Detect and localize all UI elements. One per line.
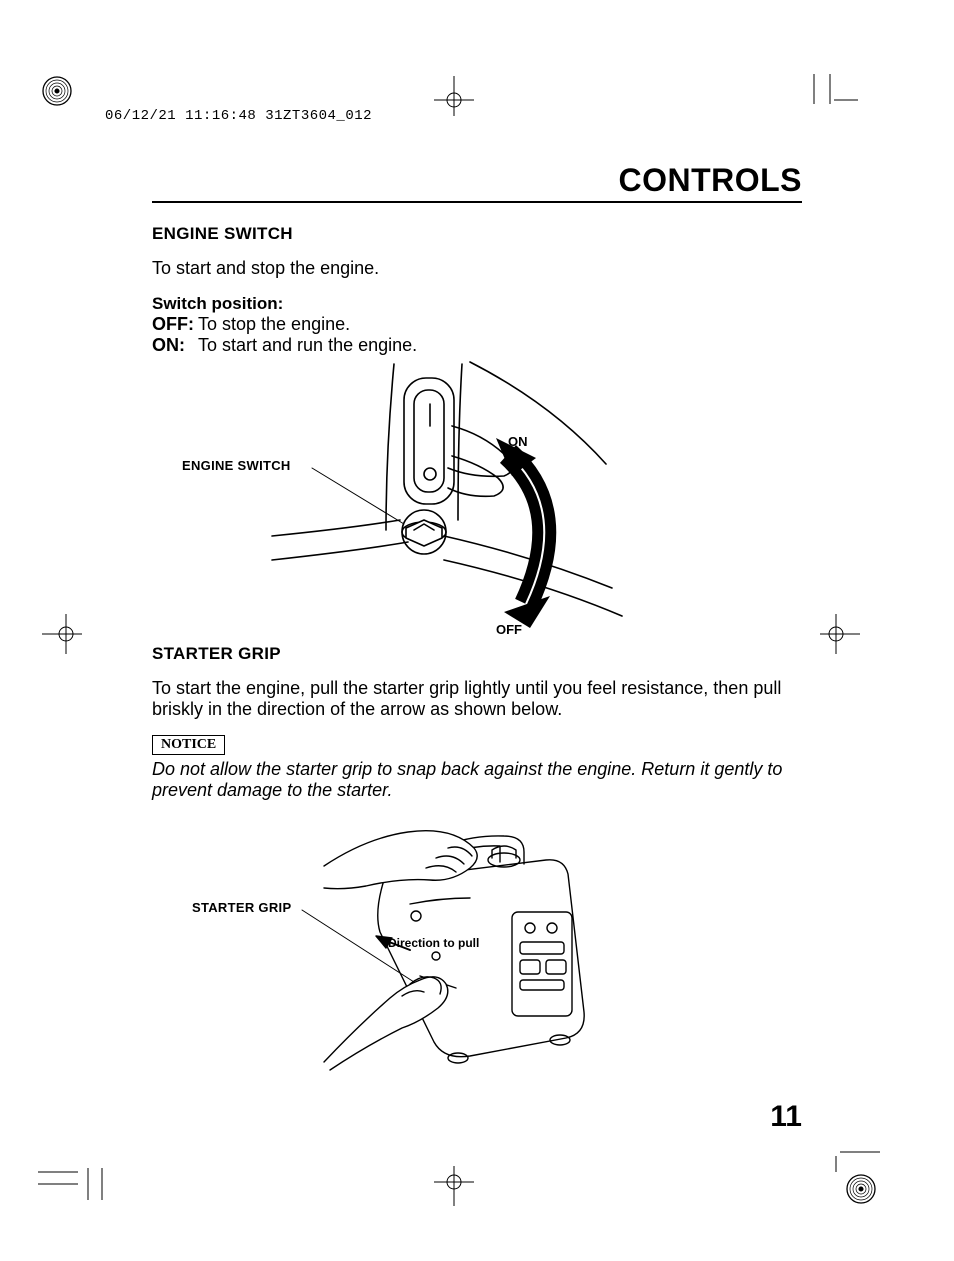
callout-starter-grip: STARTER GRIP	[192, 900, 291, 915]
section2-intro: To start the engine, pull the starter gr…	[152, 678, 802, 721]
def-row: OFF: To stop the engine.	[152, 314, 802, 335]
timestamp: 06/12/21 11:16:48 31ZT3604_012	[105, 108, 372, 124]
chapter-header: CONTROLS	[152, 162, 802, 205]
crop-cross-icon	[820, 614, 860, 654]
crop-marks-icon	[820, 1132, 880, 1172]
page-number: 11	[770, 1100, 802, 1134]
notice-text: Do not allow the starter grip to snap ba…	[152, 759, 802, 802]
callout-engine-switch: ENGINE SWITCH	[182, 458, 291, 473]
crop-marks-icon	[38, 1160, 108, 1200]
def-val-on: To start and run the engine.	[198, 335, 417, 356]
registration-mark-icon	[844, 1172, 878, 1206]
def-row: ON: To start and run the engine.	[152, 335, 802, 356]
horizontal-rule	[152, 201, 802, 203]
label-off: OFF	[496, 622, 522, 637]
figure-engine-switch: ENGINE SWITCH ON OFF	[152, 360, 802, 636]
def-val-off: To stop the engine.	[198, 314, 350, 335]
section1-intro: To start and stop the engine.	[152, 258, 802, 280]
registration-mark-icon	[40, 74, 74, 108]
figure-starter-grip: STARTER GRIP Direction to pull	[152, 812, 802, 1086]
def-key-on: ON:	[152, 335, 198, 356]
engine-switch-diagram-icon	[152, 360, 802, 636]
page: 06/12/21 11:16:48 31ZT3604_012 CONTROLS …	[0, 0, 954, 1261]
content: ENGINE SWITCH To start and stop the engi…	[152, 224, 802, 1086]
notice-label: NOTICE	[152, 735, 225, 755]
crop-cross-icon	[434, 1166, 474, 1206]
switch-definitions: OFF: To stop the engine. ON: To start an…	[152, 314, 802, 356]
label-on: ON	[508, 434, 528, 449]
section-heading-engine-switch: ENGINE SWITCH	[152, 224, 802, 244]
chapter-title: CONTROLS	[152, 162, 802, 199]
label-direction-to-pull: Direction to pull	[388, 936, 479, 950]
crop-cross-icon	[42, 614, 82, 654]
switch-position-label: Switch position:	[152, 294, 802, 314]
crop-cross-icon	[434, 76, 474, 116]
crop-marks-icon	[808, 74, 858, 114]
section-heading-starter-grip: STARTER GRIP	[152, 644, 802, 664]
def-key-off: OFF:	[152, 314, 198, 335]
